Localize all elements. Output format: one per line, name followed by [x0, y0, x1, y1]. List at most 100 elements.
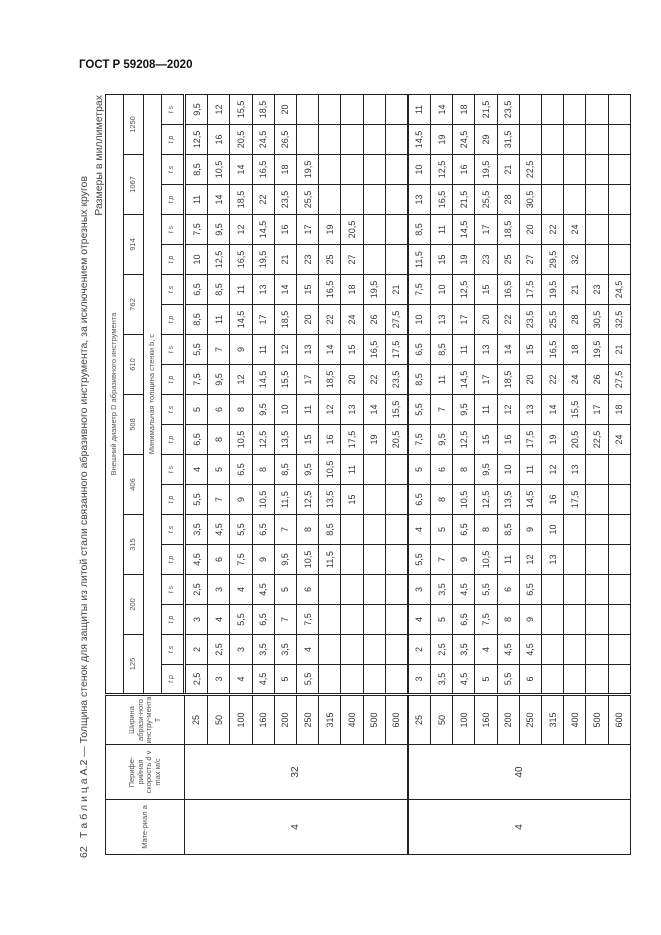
cell-value — [318, 94, 341, 125]
cell-value: 20 — [519, 364, 542, 395]
cell-value — [563, 574, 586, 605]
cell-value: 4 — [474, 634, 498, 665]
cell-value: 15,5 — [385, 394, 408, 425]
cell-value: 6,5 — [452, 514, 475, 545]
cell-value — [608, 94, 631, 125]
cell-value: 11 — [184, 184, 208, 215]
cell-value: 5,5 — [229, 514, 253, 545]
cell-value — [385, 454, 408, 485]
cell-value: 17,5 — [340, 424, 363, 455]
cell-value: 7,5 — [184, 214, 208, 245]
header-speed: Перифе-рийная скорость d v max м/с — [105, 744, 185, 800]
table-row: 160 5 4 7,5 5,5 10,5 8 12,5 9,5 15 11 17 13 20 15 23 17 2… — [474, 94, 498, 855]
cell-value: 10 — [274, 394, 297, 425]
cell-value: 5,5 — [497, 664, 520, 695]
cell-value: 21 — [274, 244, 297, 275]
units-note: Размеры в миллиметрах — [93, 95, 105, 216]
table-row: 400 15 11 17,5 13 20 15 24 18 27 20,5 — [340, 94, 363, 855]
cell-value: 3,5 — [430, 574, 453, 605]
cell-value: 12,5 — [207, 244, 230, 275]
table-row: 315 13 10 16 12 19 14 22 16,5 25,5 19,5 29,5 22 — [541, 94, 564, 855]
cell-value: 6 — [497, 574, 520, 605]
cell-value — [385, 634, 408, 665]
cell-value — [585, 604, 609, 635]
cell-value: 8,5 — [184, 304, 208, 335]
cell-value: 4 — [407, 604, 431, 635]
cell-value: 5,5 — [184, 334, 208, 365]
cell-value: 4,5 — [252, 574, 275, 605]
cell-value: 15,5 — [274, 364, 297, 395]
cell-value — [385, 214, 408, 245]
cell-value — [296, 94, 319, 125]
cell-value: 16,5 — [252, 154, 275, 185]
cell-value: 18,5 — [497, 364, 520, 395]
cell-value: 21,5 — [474, 94, 498, 125]
cell-value: 31,5 — [497, 124, 520, 155]
cell-value: 12 — [207, 94, 230, 125]
table-row: 160 4,5 3,5 6,5 4,5 9 6,5 10,5 8 12,5 9,5 14,5 11 17 1… — [252, 94, 275, 855]
table-row: 200 5 3,5 7 5 9,5 7 11,5 8,5 13,5 10 15,5 12 18,5 14 21… — [274, 94, 297, 855]
table-row: 500 19 14 22 16,5 26 19,5 — [363, 94, 386, 855]
cell-value: 7 — [274, 604, 297, 635]
table-row: 4 32 25 2,5 2 3 2,5 4,5 3,5 5,5 4 6,5 5 7,5 5,5 8,5 6,5 1… — [184, 94, 408, 855]
cell-value: 7 — [274, 514, 297, 545]
cell-value: 4,5 — [452, 574, 475, 605]
cell-value: 8,5 — [318, 514, 341, 545]
cell-value: 19,5 — [474, 154, 498, 185]
cell-value: 8,5 — [497, 514, 520, 545]
cell-value — [585, 544, 609, 575]
cell-speed: 32 — [184, 744, 408, 800]
cell-value: 21,5 — [452, 184, 475, 215]
cell-value: 16,5 — [541, 334, 564, 365]
cell-width: 400 — [563, 694, 586, 745]
cell-value: 6 — [430, 454, 453, 485]
cell-value: 5,5 — [407, 394, 431, 425]
cell-value: 8 — [430, 484, 453, 515]
cell-value: 30,5 — [519, 184, 542, 215]
cell-value: 15 — [340, 484, 363, 515]
cell-value: 18 — [563, 334, 586, 365]
cell-value — [385, 184, 408, 215]
cell-value: 4,5 — [452, 664, 475, 695]
cell-value — [585, 214, 609, 245]
cell-value: 19 — [430, 124, 453, 155]
cell-value: 17,5 — [519, 424, 542, 455]
cell-value: 17 — [474, 364, 498, 395]
cell-value: 18,5 — [229, 184, 253, 215]
header-tp: t p — [161, 664, 185, 695]
cell-value — [340, 664, 363, 695]
cell-value: 14,5 — [519, 484, 542, 515]
cell-value: 28 — [497, 184, 520, 215]
cell-width: 250 — [296, 694, 319, 745]
document-header: ГОСТ Р 59208—2020 — [79, 59, 193, 71]
cell-value: 22 — [318, 304, 341, 335]
cell-value: 19,5 — [585, 334, 609, 365]
cell-value: 5 — [474, 664, 498, 695]
cell-value: 6,5 — [252, 514, 275, 545]
cell-value: 18,5 — [274, 304, 297, 335]
header-ts: t s — [161, 634, 185, 665]
cell-value: 17 — [296, 214, 319, 245]
cell-value — [318, 604, 341, 635]
cell-value: 23 — [585, 274, 609, 305]
cell-value: 8,5 — [430, 334, 453, 365]
cell-value: 16 — [541, 484, 564, 515]
cell-value — [385, 574, 408, 605]
cell-value — [608, 544, 631, 575]
cell-value: 16 — [452, 154, 475, 185]
cell-value: 4 — [296, 634, 319, 665]
cell-value: 10 — [497, 454, 520, 485]
cell-value: 16 — [318, 424, 341, 455]
cell-value: 13 — [407, 184, 431, 215]
table-row: 315 11,5 8,5 13,5 10,5 16 12 18,5 14 22 16,5 25 19 — [318, 94, 341, 855]
cell-value: 9,5 — [207, 214, 230, 245]
cell-width: 50 — [430, 694, 453, 745]
cell-value: 13 — [252, 274, 275, 305]
header-ts: t s — [161, 514, 185, 545]
cell-value: 12 — [541, 454, 564, 485]
cell-value: 4 — [229, 574, 253, 605]
cell-value — [563, 634, 586, 665]
cell-value: 24 — [608, 424, 631, 455]
cell-value: 3 — [184, 604, 208, 635]
cell-value — [541, 664, 564, 695]
